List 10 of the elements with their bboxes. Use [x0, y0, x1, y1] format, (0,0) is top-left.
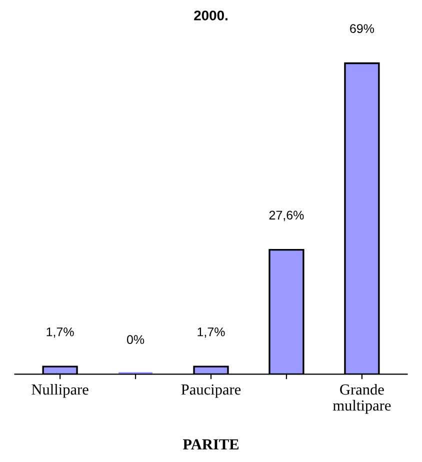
data-label: 1,7%: [46, 328, 74, 338]
data-label: 0%: [126, 335, 144, 344]
data-label: 27,6%: [269, 210, 304, 222]
x-tick-label: Nullipare: [32, 384, 88, 398]
x-tick-label: Paucipare: [181, 384, 241, 398]
chart-title: 2000.: [194, 10, 228, 20]
x-axis-title: PARITE: [182, 439, 239, 450]
x-tick-label: Grande multipare: [332, 384, 391, 414]
data-label: 1,7%: [198, 328, 225, 338]
data-label: 69%: [350, 24, 374, 34]
